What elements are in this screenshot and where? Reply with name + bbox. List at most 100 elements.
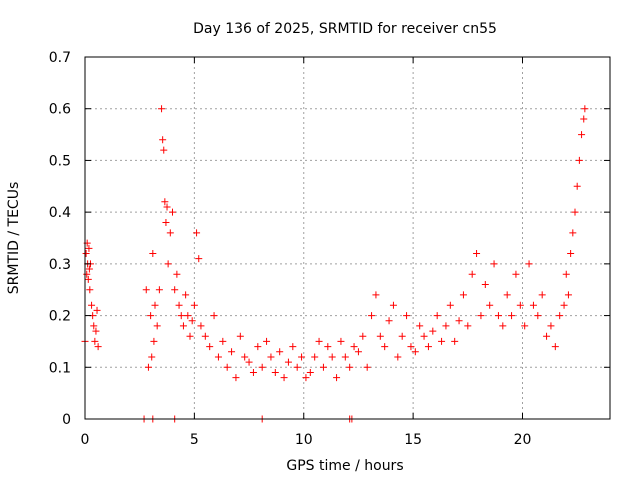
data-point bbox=[186, 332, 194, 340]
data-point bbox=[184, 312, 192, 320]
data-point bbox=[403, 312, 411, 320]
data-point bbox=[438, 337, 446, 345]
y-tick-label: 0.5 bbox=[49, 153, 71, 169]
data-point bbox=[169, 208, 176, 216]
data-point bbox=[411, 348, 419, 356]
data-point bbox=[289, 343, 297, 351]
data-point bbox=[182, 291, 190, 299]
data-point bbox=[573, 182, 581, 190]
data-point bbox=[346, 363, 354, 371]
data-point bbox=[376, 332, 384, 340]
data-points bbox=[81, 105, 589, 423]
data-point bbox=[249, 368, 257, 376]
data-point bbox=[164, 260, 172, 268]
data-point bbox=[166, 229, 174, 237]
data-point bbox=[161, 198, 169, 206]
data-point bbox=[363, 363, 371, 371]
data-point bbox=[543, 332, 551, 340]
data-point bbox=[534, 312, 542, 320]
data-point bbox=[258, 363, 266, 371]
data-point bbox=[201, 332, 209, 340]
data-point bbox=[494, 312, 502, 320]
x-axis-label: GPS time / hours bbox=[286, 458, 403, 474]
data-point bbox=[324, 343, 332, 351]
data-point bbox=[311, 353, 319, 361]
x-tick-labels: 0 5 10 15 20 bbox=[81, 432, 532, 448]
y-tick-label: 0.1 bbox=[49, 360, 71, 376]
data-point bbox=[188, 317, 196, 325]
data-point bbox=[85, 244, 93, 252]
data-point bbox=[464, 322, 472, 330]
data-point bbox=[148, 353, 156, 361]
data-point bbox=[177, 312, 185, 320]
data-point bbox=[241, 353, 249, 361]
data-point bbox=[223, 363, 231, 371]
data-point bbox=[85, 265, 93, 273]
data-point bbox=[267, 353, 275, 361]
data-point bbox=[162, 218, 170, 226]
data-point bbox=[232, 374, 240, 382]
data-point bbox=[302, 374, 310, 382]
data-point bbox=[503, 291, 511, 299]
axis-ticks bbox=[84, 56, 610, 420]
data-point bbox=[149, 250, 157, 258]
data-point bbox=[173, 270, 181, 278]
data-point bbox=[578, 131, 586, 139]
data-point bbox=[372, 291, 380, 299]
data-point bbox=[195, 255, 203, 263]
data-point bbox=[142, 286, 150, 294]
data-point bbox=[306, 368, 314, 376]
data-point bbox=[193, 229, 201, 237]
data-point bbox=[280, 374, 288, 382]
data-point bbox=[433, 312, 441, 320]
data-point bbox=[486, 301, 494, 309]
data-point bbox=[368, 312, 376, 320]
data-point bbox=[394, 353, 402, 361]
data-point bbox=[575, 156, 583, 164]
data-point bbox=[175, 301, 183, 309]
data-point bbox=[420, 332, 428, 340]
data-point bbox=[459, 291, 467, 299]
data-point bbox=[150, 337, 158, 345]
data-point bbox=[481, 281, 489, 289]
y-tick-label: 0.7 bbox=[49, 50, 71, 66]
data-point bbox=[83, 270, 91, 278]
chart-title: Day 136 of 2025, SRMTID for receiver cn5… bbox=[193, 21, 497, 37]
data-point bbox=[84, 275, 92, 283]
data-point bbox=[271, 368, 279, 376]
y-tick-labels: 0 0.1 0.2 0.3 0.4 0.5 0.6 0.7 bbox=[49, 50, 71, 428]
x-tick-label: 0 bbox=[81, 432, 90, 448]
x-tick-label: 10 bbox=[295, 432, 313, 448]
y-tick-label: 0.3 bbox=[49, 257, 71, 273]
grid-lines bbox=[85, 57, 610, 419]
data-point bbox=[512, 270, 520, 278]
data-point bbox=[354, 348, 362, 356]
data-point bbox=[521, 322, 529, 330]
y-tick-label: 0.2 bbox=[49, 309, 71, 325]
data-point bbox=[571, 208, 579, 216]
data-point bbox=[562, 270, 570, 278]
data-point bbox=[508, 312, 516, 320]
y-tick-label: 0.4 bbox=[49, 205, 71, 221]
data-point bbox=[228, 348, 236, 356]
data-point bbox=[556, 312, 564, 320]
data-point bbox=[385, 317, 393, 325]
data-point bbox=[455, 317, 463, 325]
data-point bbox=[86, 286, 94, 294]
data-point bbox=[245, 358, 253, 366]
data-point bbox=[155, 286, 163, 294]
y-tick-label: 0 bbox=[62, 412, 71, 428]
data-point bbox=[446, 301, 454, 309]
data-point bbox=[525, 260, 533, 268]
data-point bbox=[341, 353, 349, 361]
data-point bbox=[197, 322, 205, 330]
data-point bbox=[147, 312, 155, 320]
data-point bbox=[473, 250, 481, 258]
data-point bbox=[179, 322, 187, 330]
data-point bbox=[91, 337, 99, 345]
data-point bbox=[92, 327, 100, 335]
data-point bbox=[350, 343, 358, 351]
data-point bbox=[477, 312, 485, 320]
data-point bbox=[159, 136, 167, 144]
